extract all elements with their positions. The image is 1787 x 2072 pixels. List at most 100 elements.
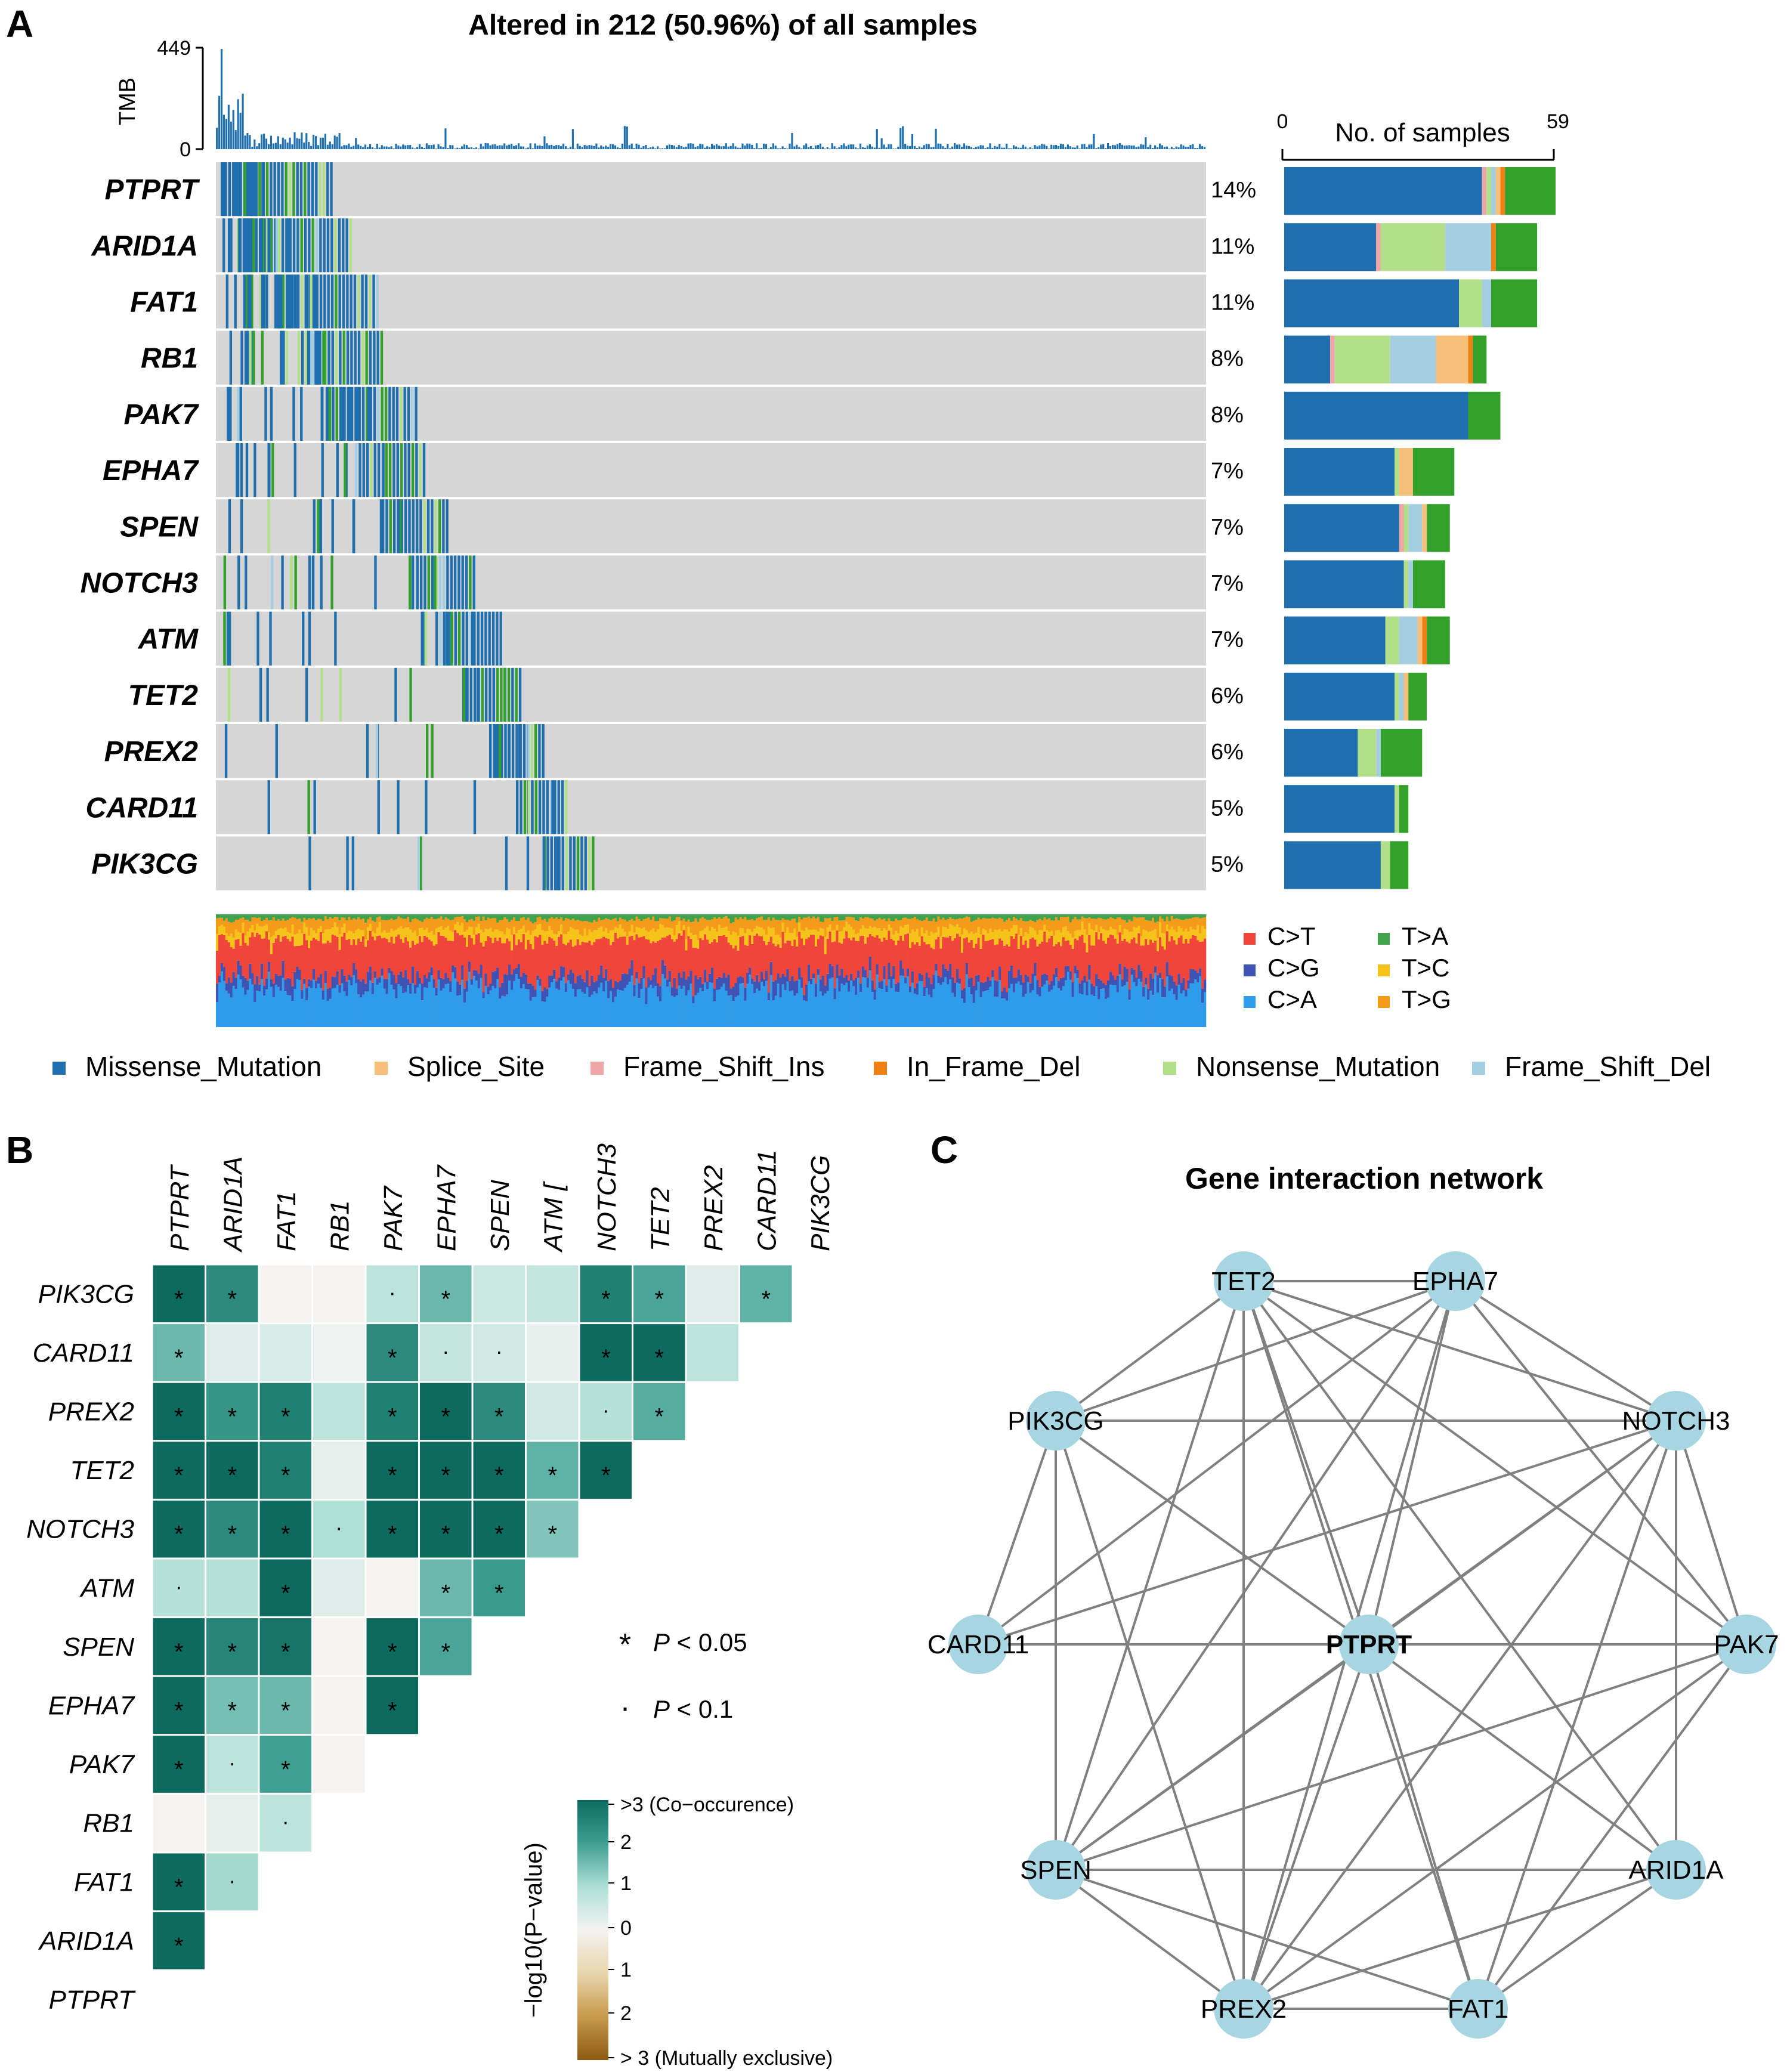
titv-bar-segment	[871, 936, 874, 981]
titv-bar-segment	[1053, 914, 1056, 921]
titv-bar-segment	[1180, 920, 1183, 929]
tmb-bar	[444, 128, 447, 149]
titv-bar-segment	[425, 978, 429, 988]
tmb-bar	[909, 146, 911, 149]
titv-bar-segment	[234, 929, 237, 940]
sample-count-bar-segment	[1358, 729, 1377, 777]
tmb-bar	[1194, 148, 1197, 149]
titv-bar-segment	[970, 994, 973, 1027]
titv-bar-segment	[1062, 937, 1065, 978]
titv-bar-segment	[435, 914, 438, 919]
titv-bar-segment	[659, 986, 662, 1001]
heatmap-cell	[632, 1381, 687, 1442]
titv-bar-segment	[548, 937, 551, 976]
mutation-cell	[353, 274, 357, 329]
mutation-cell	[296, 274, 300, 329]
network-node	[1214, 1251, 1273, 1311]
titv-bar-segment	[682, 914, 685, 919]
mutation-cell	[569, 836, 572, 890]
titv-bar-segment	[253, 917, 256, 931]
sample-count-bar-segment	[1284, 279, 1460, 327]
titv-bar-segment	[333, 935, 336, 978]
tmb-bar	[284, 139, 286, 149]
mutation-cell	[465, 555, 468, 610]
titv-bar-segment	[956, 914, 959, 919]
titv-bar-segment	[1194, 970, 1197, 980]
titv-bar-segment	[860, 992, 862, 1027]
heatmap-significance-star: *	[388, 1462, 397, 1489]
sample-count-bar-segment	[1399, 785, 1409, 833]
network-edge	[1055, 1420, 1245, 2009]
titv-bar-segment	[1008, 970, 1011, 988]
titv-bar-segment	[539, 935, 542, 979]
mutation-cell	[294, 555, 297, 610]
mutation-cell	[258, 162, 261, 217]
titv-bar-segment	[616, 938, 620, 982]
titv-bar-segment	[1194, 930, 1197, 936]
heatmap-cell	[364, 1675, 420, 1736]
star-legend-label: P < 0.05	[653, 1628, 747, 1656]
titv-bar-segment	[336, 985, 339, 1027]
titv-bar-segment	[675, 914, 678, 917]
titv-bar-segment	[1062, 914, 1065, 917]
titv-bar-segment	[536, 914, 539, 918]
titv-bar-segment	[437, 970, 440, 980]
titv-bar-segment	[536, 975, 539, 981]
titv-bar-segment	[246, 920, 249, 932]
titv-bar-segment	[400, 917, 403, 926]
titv-bar-segment	[1046, 975, 1049, 981]
titv-bar-segment	[1187, 988, 1190, 1027]
tmb-bar	[682, 147, 685, 149]
titv-bar-segment	[628, 931, 631, 937]
tmb-bar	[963, 143, 966, 149]
tmb-bar	[706, 146, 709, 149]
titv-bar-segment	[529, 1000, 532, 1027]
titv-bar-segment	[409, 914, 412, 922]
titv-bar-segment	[329, 942, 332, 988]
titv-bar-segment	[760, 927, 763, 936]
heatmap-row-label: PAK7	[69, 1750, 135, 1779]
titv-bar-segment	[779, 978, 782, 998]
tmb-bar	[956, 144, 959, 149]
titv-bar-segment	[1154, 966, 1157, 973]
titv-bar-segment	[694, 995, 697, 1027]
titv-bar-segment	[301, 921, 304, 933]
sample-count-bar-segment	[1395, 672, 1399, 720]
tmb-bar	[338, 133, 341, 149]
titv-bar-segment	[982, 918, 985, 929]
titv-bar-segment	[1111, 975, 1115, 985]
titv-bar-segment	[444, 927, 447, 938]
tmb-bar	[378, 147, 381, 149]
titv-bar-segment	[626, 921, 629, 936]
tmb-bar	[1041, 144, 1043, 149]
titv-bar-segment	[421, 914, 424, 922]
titv-bar-segment	[390, 985, 393, 1027]
mutation-cell	[492, 667, 495, 722]
titv-bar-segment	[1109, 917, 1112, 927]
titv-bar-segment	[713, 917, 716, 929]
titv-bar-segment	[944, 914, 947, 920]
titv-bar-segment	[621, 914, 624, 920]
titv-bar-segment	[897, 992, 900, 1027]
heatmap-cell	[151, 1263, 206, 1325]
titv-bar-segment	[925, 972, 928, 988]
mutation-cell	[561, 780, 564, 834]
tmb-bar	[998, 144, 1001, 149]
titv-bar-segment	[612, 919, 615, 930]
titv-bar-segment	[1010, 936, 1013, 966]
titv-bar-segment	[706, 982, 709, 989]
titv-bar-segment	[313, 979, 316, 1027]
titv-bar-segment	[939, 948, 942, 978]
titv-bar-segment	[348, 930, 351, 939]
titv-bar-segment	[930, 932, 933, 948]
mutation-cell	[442, 499, 445, 553]
titv-bar-segment	[1010, 966, 1013, 984]
titv-bar-segment	[1145, 978, 1148, 985]
titv-bar-segment	[1175, 985, 1178, 1000]
tmb-bar	[590, 145, 593, 149]
titv-bar-segment	[715, 989, 719, 1027]
titv-bar-segment	[630, 919, 633, 925]
heatmap-cell	[418, 1616, 474, 1677]
titv-bar-segment	[826, 918, 829, 927]
titv-bar-segment	[1012, 939, 1016, 978]
